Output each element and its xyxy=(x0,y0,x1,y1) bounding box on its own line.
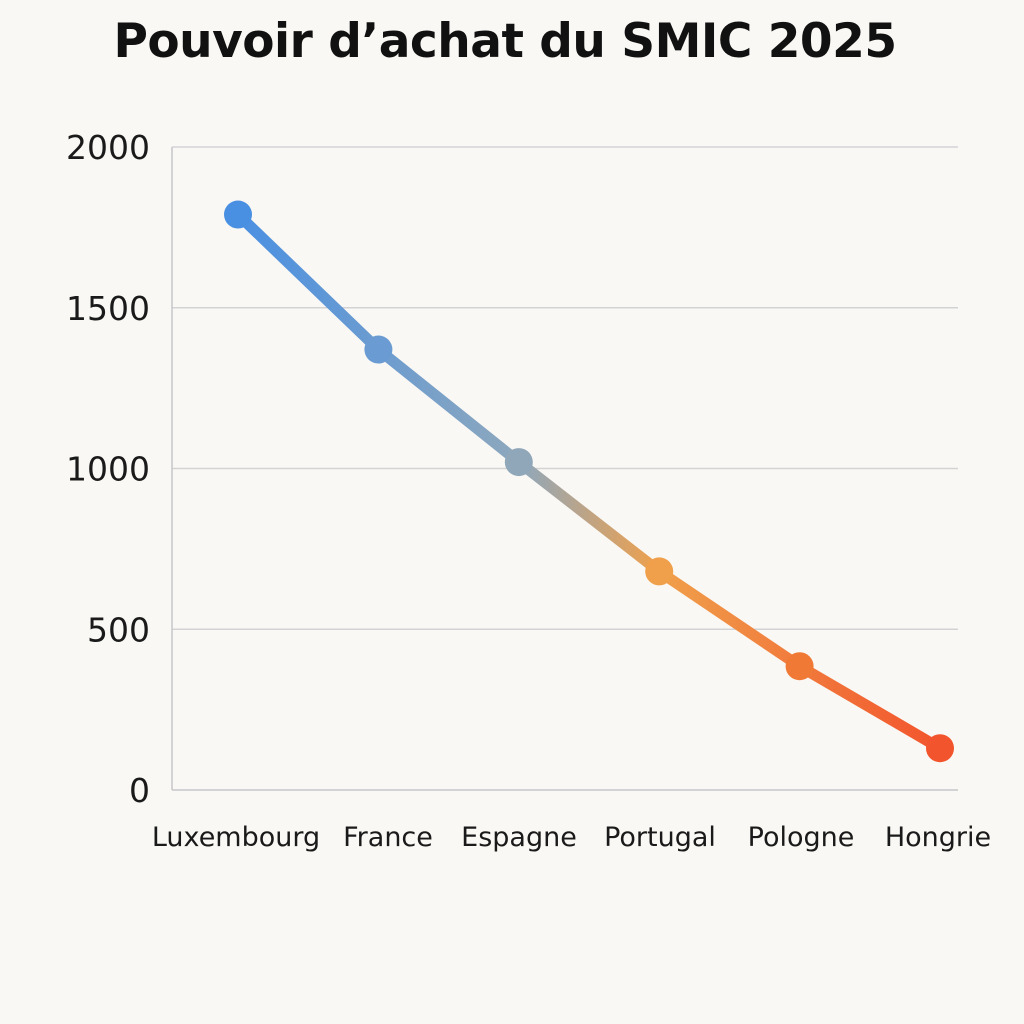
series-line-path xyxy=(232,209,946,754)
x-tick-label: Luxembourg xyxy=(152,822,320,853)
y-axis-ticks: 0 500 1000 1500 2000 xyxy=(66,128,150,810)
grid-lines xyxy=(171,146,958,791)
x-tick-label: Hongrie xyxy=(885,822,991,853)
data-point xyxy=(364,335,393,364)
chart-title: Pouvoir d’achat du SMIC 2025 xyxy=(113,14,897,69)
y-tick-label: 0 xyxy=(129,771,150,810)
data-point xyxy=(926,734,954,763)
data-point xyxy=(645,557,674,586)
y-tick-label: 2000 xyxy=(66,128,150,167)
x-tick-label: Espagne xyxy=(461,822,577,853)
data-point xyxy=(785,652,814,681)
x-tick-label: Portugal xyxy=(604,822,716,853)
y-tick-label: 1500 xyxy=(66,289,150,328)
y-tick-label: 1000 xyxy=(66,450,150,489)
data-point xyxy=(504,448,533,477)
x-tick-label: Pologne xyxy=(748,822,855,853)
series-points xyxy=(224,200,954,763)
x-tick-label: France xyxy=(343,822,433,853)
y-tick-label: 500 xyxy=(87,610,150,649)
series-line xyxy=(232,209,946,754)
x-axis-ticks: Luxembourg France Espagne Portugal Pologne Ho… xyxy=(152,822,991,853)
data-point xyxy=(224,200,252,229)
